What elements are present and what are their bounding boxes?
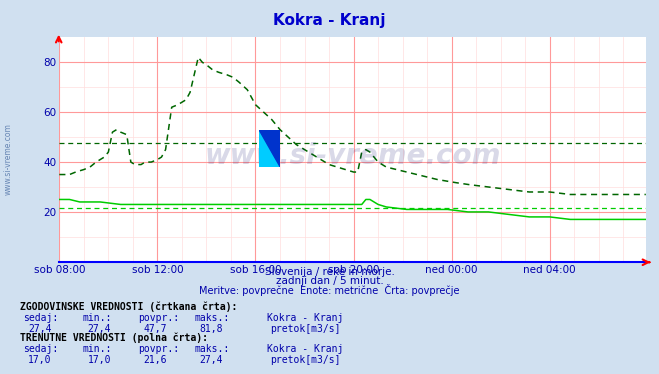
Text: povpr.:: povpr.:: [138, 344, 179, 354]
Polygon shape: [259, 130, 280, 167]
Text: 17,0: 17,0: [28, 355, 52, 365]
Text: Kokra - Kranj: Kokra - Kranj: [267, 313, 343, 323]
Text: 47,7: 47,7: [144, 324, 167, 334]
Text: 27,4: 27,4: [200, 355, 223, 365]
Text: Meritve: povprečne  Enote: metrične  Črta: povprečje: Meritve: povprečne Enote: metrične Črta:…: [199, 284, 460, 296]
Text: zadnji dan / 5 minut.: zadnji dan / 5 minut.: [275, 276, 384, 286]
Text: ZGODOVINSKE VREDNOSTI (črtkana črta):: ZGODOVINSKE VREDNOSTI (črtkana črta):: [20, 301, 237, 312]
Text: povpr.:: povpr.:: [138, 313, 179, 323]
Text: www.si-vreme.com: www.si-vreme.com: [3, 123, 13, 195]
Text: 17,0: 17,0: [88, 355, 111, 365]
Text: 27,4: 27,4: [28, 324, 52, 334]
Text: Kokra - Kranj: Kokra - Kranj: [273, 13, 386, 28]
Text: min.:: min.:: [82, 344, 112, 354]
Polygon shape: [259, 130, 280, 167]
Text: min.:: min.:: [82, 313, 112, 323]
Text: Kokra - Kranj: Kokra - Kranj: [267, 344, 343, 354]
Text: maks.:: maks.:: [194, 344, 229, 354]
Polygon shape: [259, 130, 280, 167]
Text: pretok[m3/s]: pretok[m3/s]: [270, 355, 341, 365]
Text: www.si-vreme.com: www.si-vreme.com: [204, 142, 501, 170]
Text: Slovenija / reke in morje.: Slovenija / reke in morje.: [264, 267, 395, 278]
Text: TRENUTNE VREDNOSTI (polna črta):: TRENUTNE VREDNOSTI (polna črta):: [20, 333, 208, 343]
Text: sedaj:: sedaj:: [23, 313, 58, 323]
Text: pretok[m3/s]: pretok[m3/s]: [270, 324, 341, 334]
Text: sedaj:: sedaj:: [23, 344, 58, 354]
Text: maks.:: maks.:: [194, 313, 229, 323]
Text: 21,6: 21,6: [144, 355, 167, 365]
Text: 81,8: 81,8: [200, 324, 223, 334]
Text: 27,4: 27,4: [88, 324, 111, 334]
